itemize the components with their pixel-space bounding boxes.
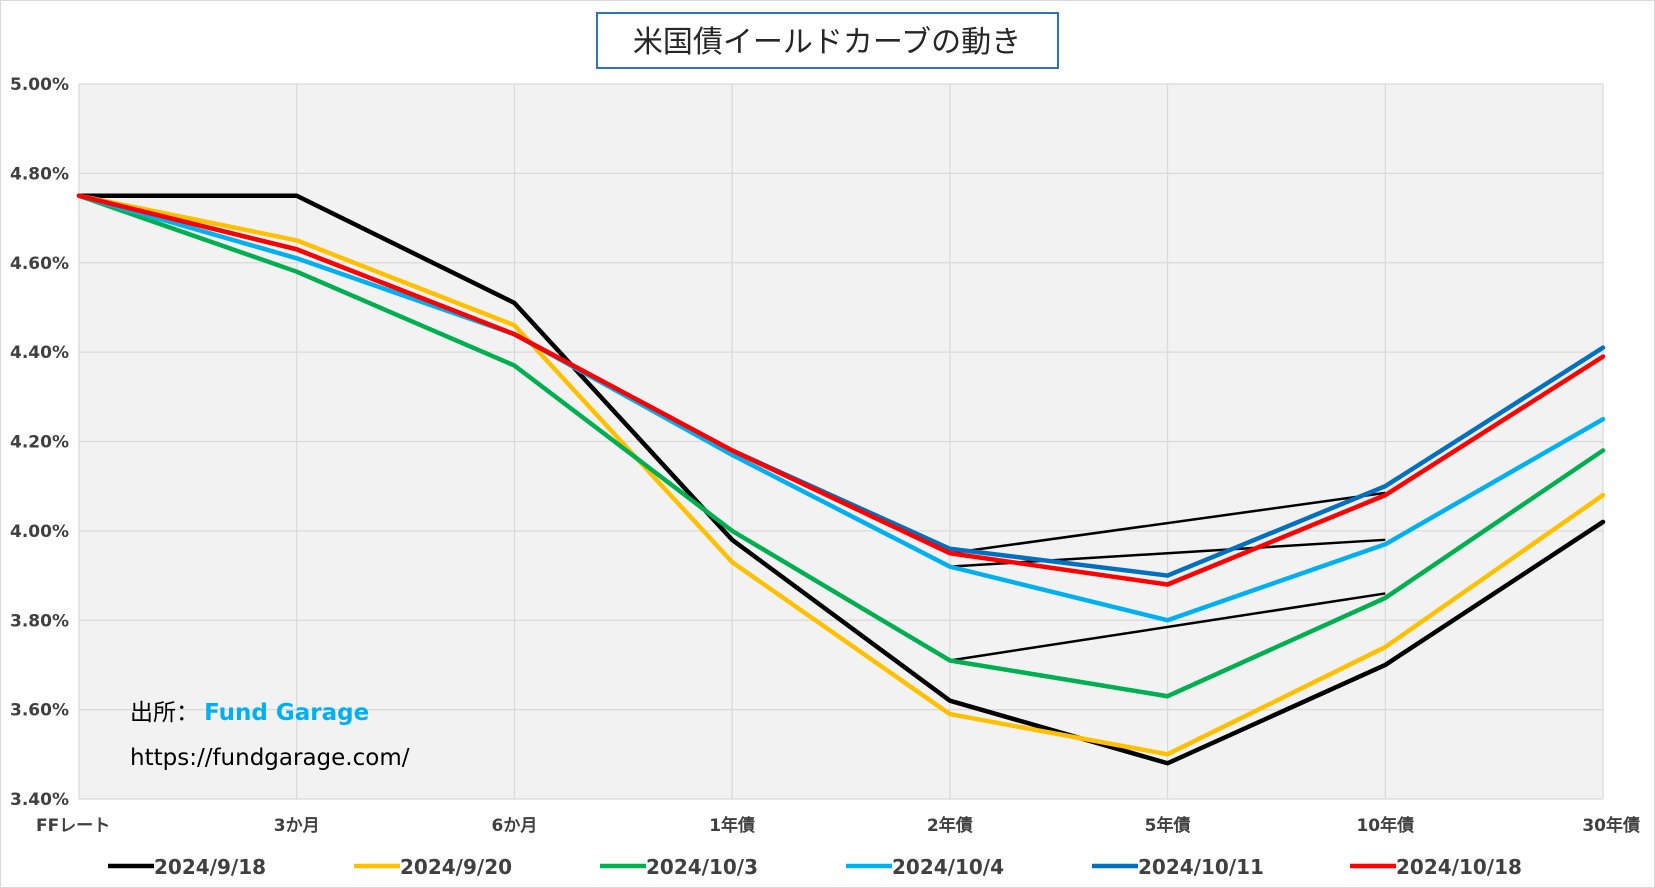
- series-line: [76, 193, 1606, 766]
- x-tick-label: 3か月: [274, 816, 320, 836]
- legend-label: 2024/10/11: [1138, 855, 1264, 879]
- y-tick-label: 3.40%: [10, 790, 69, 810]
- series-line: [76, 193, 1606, 623]
- source-url: https://fundgarage.com/: [130, 745, 410, 771]
- legend-item: 2024/9/20: [354, 855, 512, 879]
- series-line: [76, 193, 1606, 587]
- x-tick-label: 1年債: [709, 815, 755, 836]
- x-tick-label: 5年債: [1145, 815, 1191, 836]
- source-label: 出所：: [130, 700, 199, 726]
- legend: 2024/9/18 2024/9/20 2024/10/3 2024/10/4 2024…: [108, 855, 1522, 879]
- legend-item: 2024/10/3: [600, 855, 758, 879]
- source-line: 出所： Fund Garage: [130, 700, 369, 726]
- x-tick-label: 6か月: [492, 816, 538, 836]
- y-tick-label: 4.40%: [10, 343, 69, 363]
- x-tick-label: 2年債: [927, 815, 973, 836]
- chart-title: 米国債イールドカーブの動き: [633, 25, 1021, 60]
- y-tick-label: 4.60%: [10, 254, 69, 274]
- source-annotation: 出所： Fund Garage https://fundgarage.com/: [130, 700, 410, 771]
- y-axis-ticks: 5.00% 4.80% 4.60% 4.40% 4.20% 4.00% 3.80% 3.60%…: [10, 75, 69, 810]
- source-name: Fund Garage: [204, 700, 369, 726]
- x-tick-label: FFレート: [36, 816, 110, 836]
- x-axis-ticks: FFレート 3か月 6か月 1年債 2年債 5年債 10年債 30年債: [36, 815, 1640, 836]
- legend-label: 2024/10/4: [892, 855, 1004, 879]
- series-line: [76, 193, 1606, 699]
- series-line: [76, 193, 1606, 757]
- legend-label: 2024/9/20: [400, 855, 512, 879]
- annotation-line: [949, 491, 1386, 555]
- legend-item: 2024/9/18: [108, 855, 266, 879]
- y-tick-label: 3.80%: [10, 611, 69, 631]
- y-tick-label: 4.20%: [10, 433, 69, 453]
- legend-label: 2024/10/18: [1396, 855, 1522, 879]
- y-tick-label: 4.00%: [10, 522, 69, 542]
- series-lines: [76, 193, 1606, 766]
- x-tick-label: 10年債: [1356, 815, 1414, 836]
- annotation-line: [949, 592, 1386, 662]
- y-tick-label: 3.60%: [10, 701, 69, 721]
- legend-label: 2024/9/18: [154, 855, 266, 879]
- y-tick-label: 4.80%: [10, 164, 69, 184]
- legend-item: 2024/10/4: [846, 855, 1004, 879]
- chart-title-box: 米国債イールドカーブの動き: [596, 12, 1059, 69]
- legend-label: 2024/10/3: [646, 855, 758, 879]
- y-tick-label: 5.00%: [10, 75, 69, 95]
- legend-item: 2024/10/18: [1350, 855, 1522, 879]
- legend-item: 2024/10/11: [1092, 855, 1264, 879]
- x-tick-label: 30年債: [1582, 815, 1640, 836]
